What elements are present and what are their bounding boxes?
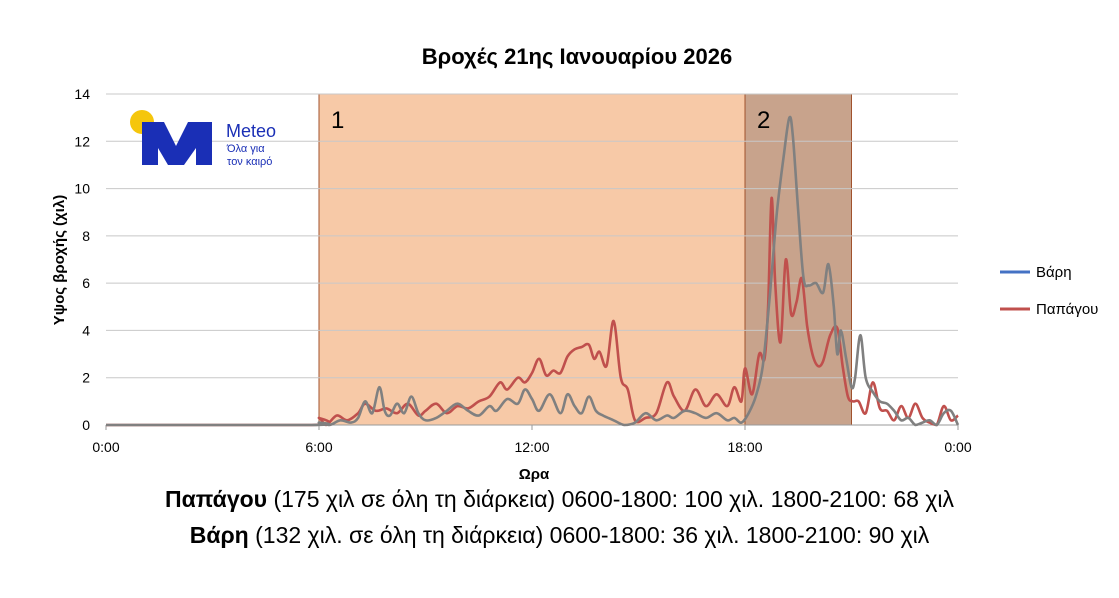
chart-title: Βροχές 21ης Ιανουαρίου 2026 bbox=[422, 44, 732, 69]
x-tick-2: 12:00 bbox=[514, 439, 549, 455]
period-label-2: 2 bbox=[757, 107, 770, 134]
y-tick-10: 10 bbox=[74, 181, 90, 197]
x-tick-1: 6:00 bbox=[305, 439, 332, 455]
logo-tagline-line2: τον καιρό bbox=[227, 156, 272, 168]
y-tick-2: 2 bbox=[82, 370, 90, 386]
y-tick-12: 12 bbox=[74, 133, 90, 149]
m-logo-icon bbox=[142, 122, 212, 165]
x-tick-3: 18:00 bbox=[727, 439, 762, 455]
legend-label-0: Βάρη bbox=[1036, 264, 1072, 281]
period-label-1: 1 bbox=[331, 107, 344, 134]
period-band-1 bbox=[318, 93, 746, 426]
summary-line-1: Παπάγου (175 χιλ σε όλη τη διάρκεια) 060… bbox=[0, 486, 1119, 513]
summary-station-2: Βάρη bbox=[189, 522, 249, 548]
y-axis-title: Υψος βροχής (χιλ) bbox=[51, 195, 68, 325]
legend: Βάρη Παπάγου bbox=[1000, 264, 1098, 318]
x-tick-0: 0:00 bbox=[92, 439, 119, 455]
summary-line-2: Βάρη (132 χιλ. σε όλη τη διάρκεια) 0600-… bbox=[0, 522, 1119, 549]
y-tick-4: 4 bbox=[82, 322, 90, 338]
summary-details-1: (175 χιλ σε όλη τη διάρκεια) 0600-1800: … bbox=[267, 486, 955, 512]
grid-lines bbox=[106, 93, 958, 426]
y-tick-14: 14 bbox=[74, 86, 90, 102]
summary-details-2: (132 χιλ. σε όλη τη διάρκεια) 0600-1800:… bbox=[248, 522, 930, 548]
series-line-papagou bbox=[105, 196, 959, 427]
logo-tagline-line1: Όλα για bbox=[226, 143, 265, 155]
x-tick-labels: 0:00 6:00 12:00 18:00 0:00 bbox=[92, 425, 972, 455]
x-tick-4: 0:00 bbox=[944, 439, 971, 455]
meteo-logo: Meteo Όλα για τον καιρό bbox=[130, 110, 276, 168]
y-tick-6: 6 bbox=[82, 275, 90, 291]
legend-label-1: Παπάγου bbox=[1036, 301, 1098, 318]
x-axis-title: Ωρα bbox=[519, 466, 550, 483]
y-tick-0: 0 bbox=[82, 417, 90, 433]
y-tick-8: 8 bbox=[82, 228, 90, 244]
series-lines bbox=[105, 115, 960, 427]
summary-station-1: Παπάγου bbox=[164, 486, 268, 512]
logo-brand: Meteo bbox=[226, 121, 276, 141]
y-tick-labels: 0 2 4 6 8 10 12 14 bbox=[74, 86, 90, 433]
series-line-vari bbox=[105, 115, 960, 427]
